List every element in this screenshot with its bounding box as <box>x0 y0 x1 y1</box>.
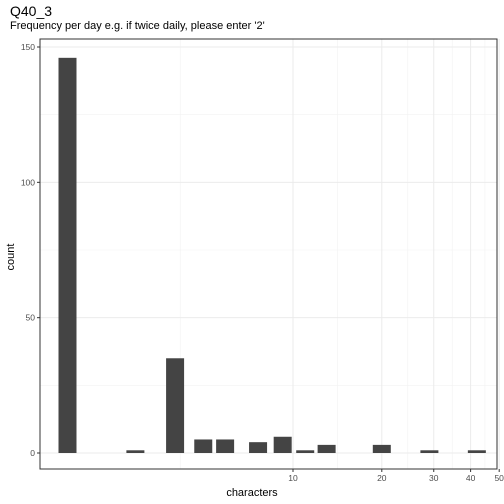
bar <box>317 444 336 453</box>
bar <box>249 442 268 453</box>
plot-border <box>39 38 498 470</box>
bar <box>372 444 391 453</box>
y-axis-label: count <box>5 243 17 271</box>
x-axis-label: characters <box>226 487 278 499</box>
bar <box>58 57 77 454</box>
bar <box>420 450 439 453</box>
bar <box>467 450 486 453</box>
chart-subtitle: Frequency per day e.g. if twice daily, p… <box>10 20 265 32</box>
plot-panel <box>40 39 497 469</box>
bar <box>194 439 213 453</box>
x-tick-label: 30 <box>429 473 439 483</box>
bar <box>216 439 235 453</box>
chart-title: Q40_3 <box>10 3 53 19</box>
y-tick-label: 0 <box>30 448 35 458</box>
bar <box>126 450 145 453</box>
bar <box>273 436 292 453</box>
x-tick-label: 20 <box>377 473 387 483</box>
bar <box>166 358 185 453</box>
y-tick-label: 50 <box>26 313 36 323</box>
x-tick-label: 10 <box>288 473 298 483</box>
x-tick-label: 40 <box>466 473 476 483</box>
y-tick-label: 100 <box>21 177 35 187</box>
y-tick-label: 150 <box>21 42 35 52</box>
x-tick-label: 50 <box>494 473 504 483</box>
bar <box>296 450 315 453</box>
